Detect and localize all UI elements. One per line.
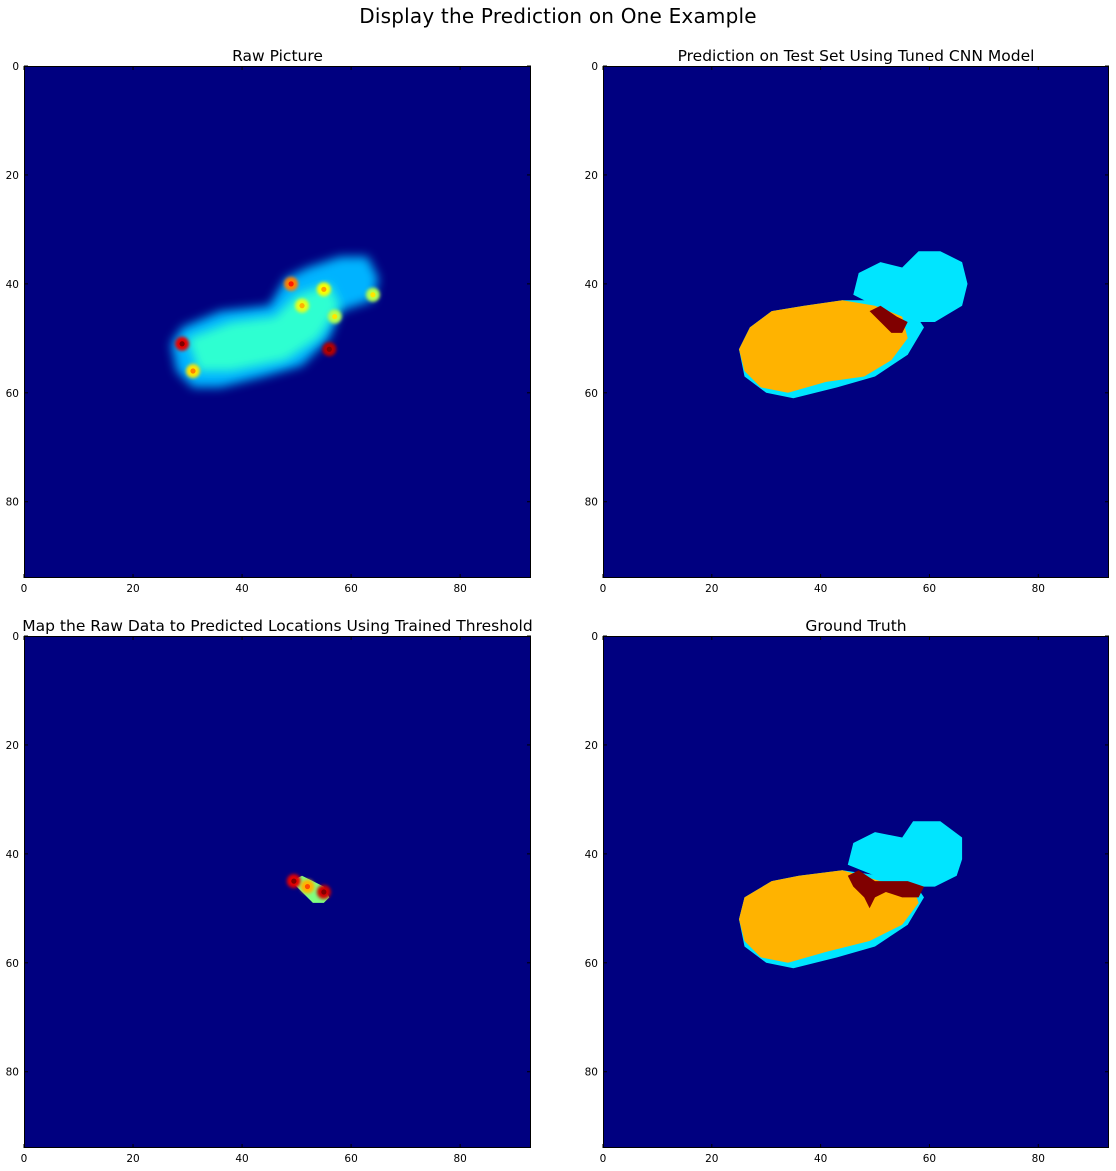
hotspot-core <box>326 346 332 352</box>
panel-title: Prediction on Test Set Using Tuned CNN M… <box>678 47 1035 65</box>
figure-suptitle: Display the Prediction on One Example <box>359 4 757 28</box>
heatmap-region-3 <box>739 300 908 393</box>
axes-frame <box>24 636 531 1148</box>
x-tick-label: 40 <box>814 583 827 595</box>
x-tick-label: 40 <box>235 583 248 595</box>
x-tick-label: 40 <box>814 1153 827 1165</box>
x-tick-label: 80 <box>453 1153 466 1165</box>
x-tick-label: 0 <box>21 1153 28 1165</box>
y-tick-label: 20 <box>6 740 19 752</box>
hotspot-core <box>321 286 327 292</box>
heatmap-background <box>24 636 531 1148</box>
x-tick-label: 40 <box>235 1153 248 1165</box>
x-tick-label: 0 <box>600 1153 607 1165</box>
hotspot-core <box>321 889 327 895</box>
y-tick-label: 80 <box>6 1067 19 1079</box>
y-tick-label: 40 <box>6 279 19 291</box>
y-tick-label: 40 <box>585 849 598 861</box>
heatmap-region-4 <box>869 305 908 333</box>
y-tick-label: 40 <box>6 849 19 861</box>
x-tick-label: 0 <box>21 583 28 595</box>
x-tick-label: 60 <box>344 1153 357 1165</box>
hotspot-core <box>332 313 338 320</box>
hotspot-core <box>190 368 196 374</box>
x-tick-label: 20 <box>705 583 718 595</box>
panel-title: Ground Truth <box>805 617 906 635</box>
hotspot-core <box>299 303 305 309</box>
x-tick-label: 80 <box>1032 583 1045 595</box>
hotspot-core <box>304 883 311 890</box>
axes-frame <box>603 636 1109 1148</box>
y-tick-label: 0 <box>12 631 19 643</box>
x-tick-label: 20 <box>705 1153 718 1165</box>
panel-title: Raw Picture <box>232 47 323 65</box>
y-tick-label: 80 <box>585 1067 598 1079</box>
hotspot-core <box>291 878 297 884</box>
y-tick-label: 60 <box>585 958 598 970</box>
y-tick-label: 20 <box>6 170 19 182</box>
y-tick-label: 20 <box>585 170 598 182</box>
panel-1: 0 20 40 60 80 0 20 40 60 80 Raw Picture <box>6 47 531 595</box>
y-tick-label: 60 <box>585 388 598 400</box>
hotspot-core <box>179 341 185 347</box>
hotspot-core <box>288 281 294 287</box>
y-tick-label: 0 <box>591 61 598 73</box>
y-tick-label: 20 <box>585 740 598 752</box>
x-tick-label: 60 <box>923 1153 936 1165</box>
axes-frame <box>603 66 1109 578</box>
x-tick-label: 20 <box>126 583 139 595</box>
x-tick-label: 60 <box>344 583 357 595</box>
y-tick-label: 0 <box>591 631 598 643</box>
x-tick-label: 20 <box>126 1153 139 1165</box>
x-tick-label: 60 <box>923 583 936 595</box>
panel-4: 0 20 40 60 80 0 20 40 60 80 Ground Truth <box>585 617 1109 1165</box>
y-tick-label: 40 <box>585 279 598 291</box>
hotspot-core <box>370 292 376 298</box>
y-tick-label: 80 <box>6 497 19 509</box>
y-tick-label: 60 <box>6 388 19 400</box>
panel-2: 0 20 40 60 80 0 20 40 60 80 Prediction on Test Set… <box>585 47 1109 595</box>
heatmap-region-4 <box>847 870 924 909</box>
y-tick-label: 60 <box>6 958 19 970</box>
heatmap-region-1 <box>847 821 963 887</box>
y-tick-label: 80 <box>585 497 598 509</box>
x-tick-label: 80 <box>453 583 466 595</box>
y-tick-label: 0 <box>12 61 19 73</box>
x-tick-label: 80 <box>1032 1153 1045 1165</box>
panel-3: 0 20 40 60 80 0 20 40 60 80 Map the Raw Data to Pr… <box>6 617 533 1165</box>
panel-title: Map the Raw Data to Predicted Locations … <box>22 617 532 635</box>
x-tick-label: 0 <box>600 583 607 595</box>
axes-frame <box>24 66 531 578</box>
